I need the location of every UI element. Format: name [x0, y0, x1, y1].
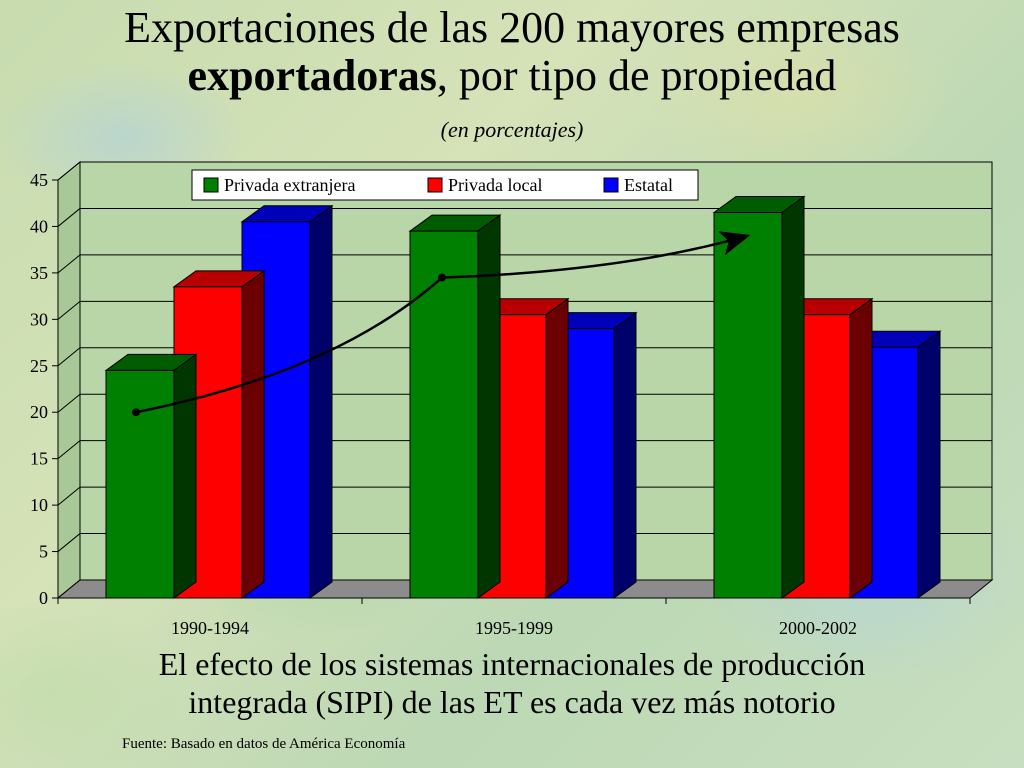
gridline-side [57, 440, 81, 460]
y-tick-label: 45 [30, 170, 48, 190]
bar-side-1-2 [613, 311, 637, 599]
gridline-side [57, 486, 81, 506]
y-tick-label: 20 [30, 402, 48, 422]
bar-side-0-0 [173, 353, 197, 599]
legend-label-2: Estatal [624, 175, 673, 195]
bar-side-1-1 [545, 297, 569, 599]
x-tick-label: 1995-1999 [475, 618, 553, 638]
trend-point-mid [438, 273, 446, 282]
gridline-side [57, 254, 81, 274]
legend-label-1: Privada local [448, 175, 542, 195]
gridline-side [57, 300, 81, 320]
legend-swatch-2 [603, 177, 619, 193]
title-line-2-rest: , por tipo de propiedad [436, 51, 837, 100]
y-tick-label: 0 [39, 588, 48, 608]
bar-side-2-1 [849, 297, 873, 599]
bar-side-1-0 [477, 214, 501, 599]
caption-line-1: El efecto de los sistemas internacionale… [158, 646, 866, 682]
bar-2-0 [713, 212, 783, 599]
legend-swatch-1 [427, 177, 443, 193]
legend-label-0: Privada extranjera [224, 175, 355, 195]
trend-point-start [132, 408, 140, 417]
chart-subtitle: (en porcentajes) [440, 117, 584, 142]
x-tick-label: 1990-1994 [171, 618, 249, 638]
source-note: Fuente: Basado en datos de América Econo… [122, 736, 406, 752]
bar-side-0-2 [309, 204, 333, 599]
bar-0-0 [105, 369, 175, 599]
bar-1-0 [409, 230, 479, 599]
title-line-1: Exportaciones de las 200 mayores empresa… [124, 3, 900, 52]
y-tick-label: 30 [30, 309, 48, 329]
title-line-2: exportadoras, por tipo de propiedad [0, 52, 1024, 100]
y-tick-label: 25 [30, 356, 48, 376]
gridline-side [57, 533, 81, 552]
gridline-side [57, 393, 81, 413]
caption-line-2: integrada (SIPI) de las ET es cada vez m… [188, 684, 836, 720]
y-tick-label: 40 [30, 216, 48, 236]
y-tick-label: 15 [30, 449, 48, 469]
legend-swatch-0 [203, 177, 219, 193]
y-tick-label: 5 [39, 542, 48, 562]
bar-side-0-1 [241, 269, 265, 599]
slide-caption: El efecto de los sistemas internacionale… [0, 645, 1024, 721]
y-tick-label: 10 [30, 495, 48, 515]
gridline-side [57, 208, 81, 227]
y-tick-label: 35 [30, 263, 48, 283]
chart-title: Exportaciones de las 200 mayores empresa… [0, 4, 1024, 100]
gridline-side [57, 161, 81, 181]
bar-side-2-0 [781, 195, 805, 599]
gridline-side [57, 347, 81, 367]
title-bold-word: exportadoras [187, 51, 437, 100]
plot-side-wall [57, 160, 81, 600]
bar-chart: 0 5 10 15 20 25 30 35 40 45 1990-1994 1995-1999 2000… [30, 160, 994, 638]
bar-side-2-2 [917, 330, 941, 599]
x-tick-label: 2000-2002 [779, 618, 857, 638]
